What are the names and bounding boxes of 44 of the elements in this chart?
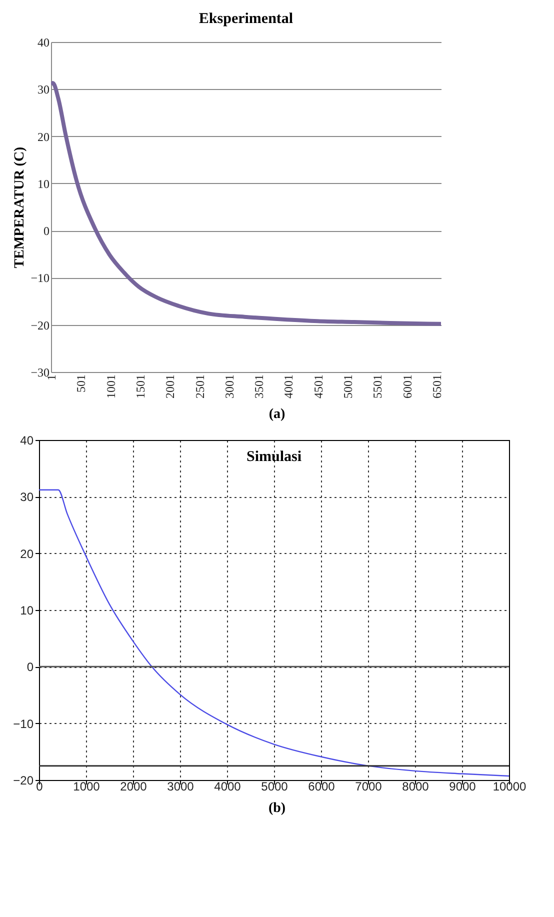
y-tick-label: 40 xyxy=(20,434,34,448)
y-tick-label: 30 xyxy=(20,490,34,504)
line-series xyxy=(51,81,441,326)
x-tick-label: 5501 xyxy=(370,374,385,398)
y-tick-label: −10 xyxy=(13,716,34,731)
line-series xyxy=(39,489,509,777)
y-tick-label: 30 xyxy=(38,82,50,97)
y-tick-label: 40 xyxy=(38,36,50,50)
text: (b) xyxy=(267,801,287,817)
x-tick-label: 3501 xyxy=(252,374,266,398)
x-tick-label: 8000 xyxy=(402,780,430,794)
x-tick-label: 6501 xyxy=(430,374,444,398)
x-tick-label: 2001 xyxy=(163,374,178,398)
x-tick-label: 6001 xyxy=(400,374,414,398)
y-tick-label: 20 xyxy=(38,130,50,144)
x-tick-label: 3001 xyxy=(222,374,236,398)
x-tick-label: 7000 xyxy=(355,780,382,794)
x-tick-label: 4001 xyxy=(282,374,296,398)
y-tick-label: −20 xyxy=(13,774,34,788)
x-tick-label: 10000 xyxy=(492,780,527,794)
x-tick-label: 1501 xyxy=(133,374,148,398)
x-tick-label: 6000 xyxy=(308,780,336,794)
text: (a) xyxy=(268,407,286,423)
x-tick-label: 5001 xyxy=(341,374,356,398)
x-tick-label: 9000 xyxy=(449,780,476,794)
x-tick-label: 1000 xyxy=(73,780,100,794)
y-tick-label: 20 xyxy=(20,546,34,561)
text: Simulasi xyxy=(246,449,302,465)
x-tick-label: 3000 xyxy=(167,780,194,794)
y-tick-label: 0 xyxy=(26,660,34,674)
y-tick-label: 0 xyxy=(44,224,50,238)
x-tick-label: 4501 xyxy=(311,374,326,398)
y-tick-label: 10 xyxy=(20,604,34,618)
y-tick-label: 10 xyxy=(38,176,50,191)
y-axis-title: TEMPERATUR (C) xyxy=(12,146,28,268)
x-tick-label: 2501 xyxy=(192,374,207,398)
y-tick-label: −10 xyxy=(30,271,50,286)
x-tick-label: 4000 xyxy=(214,780,242,794)
x-tick-label: 501 xyxy=(74,374,88,392)
chart-title: Eksperimental xyxy=(198,11,294,27)
y-tick-label: −20 xyxy=(30,318,50,332)
x-tick-label: 2000 xyxy=(120,780,148,794)
x-tick-label: 5000 xyxy=(261,780,288,794)
x-tick-label: 1001 xyxy=(104,374,118,398)
